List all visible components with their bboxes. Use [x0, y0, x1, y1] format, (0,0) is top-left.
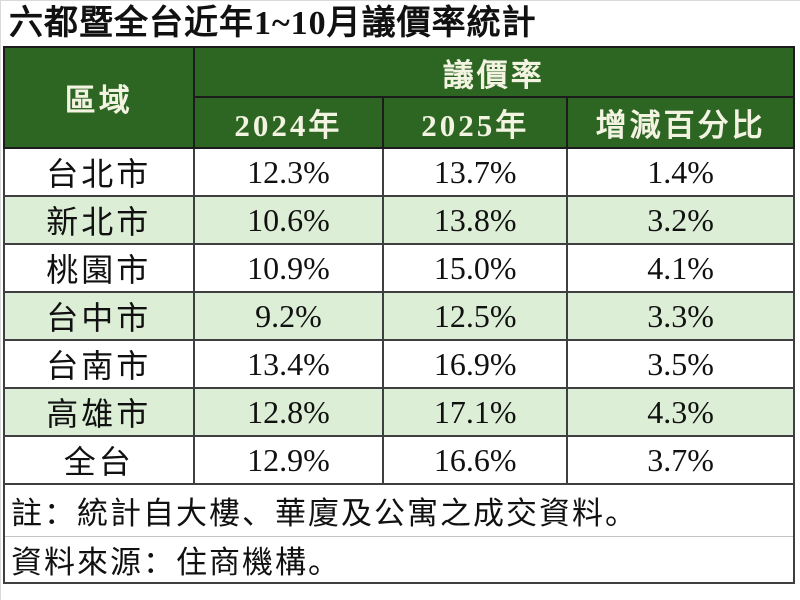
diff-cell: 4.3% — [566, 387, 795, 437]
table-footer: 註：統計自大樓、華廈及公寓之成交資料。 資料來源：住商機構。 — [3, 483, 795, 584]
column-header-2024: 2024年 — [192, 96, 385, 149]
page-title: 六都暨全台近年1~10月議價率統計 — [9, 5, 537, 42]
value-2025-cell: 17.1% — [382, 387, 569, 437]
table-row-tainan: 台南市 13.4% 16.9% 3.5% — [3, 339, 795, 389]
table-row-taoyuan: 桃園市 10.9% 15.0% 4.1% — [3, 243, 795, 293]
diff-cell: 1.4% — [566, 147, 795, 197]
value-2024-cell: 12.9% — [192, 435, 385, 485]
table-row-taichung: 台中市 9.2% 12.5% 3.3% — [3, 291, 795, 341]
table-row-taipei: 台北市 12.3% 13.7% 1.4% — [3, 147, 795, 197]
note-methodology: 註：統計自大樓、華廈及公寓之成交資料。 — [3, 483, 795, 537]
value-2025-cell: 15.0% — [382, 243, 569, 293]
value-2024-cell: 10.9% — [192, 243, 385, 293]
value-2024-cell: 13.4% — [192, 339, 385, 389]
region-cell: 台南市 — [3, 339, 195, 389]
region-cell: 台北市 — [3, 147, 195, 197]
negotiation-rate-table: 區域 議價率 2024年 2025年 增減百分比 台北市 12.3% 13.7%… — [3, 46, 796, 584]
region-cell: 台中市 — [3, 291, 195, 341]
value-2025-cell: 12.5% — [382, 291, 569, 341]
value-2025-cell: 16.9% — [382, 339, 569, 389]
table-row-newtaipei: 新北市 10.6% 13.8% 3.2% — [3, 195, 795, 245]
value-2025-cell: 13.8% — [382, 195, 569, 245]
region-cell: 高雄市 — [3, 387, 195, 437]
value-2025-cell: 13.7% — [382, 147, 569, 197]
column-header-region: 區域 — [3, 46, 195, 149]
value-2024-cell: 12.8% — [192, 387, 385, 437]
column-header-2025: 2025年 — [382, 96, 569, 149]
region-cell: 桃園市 — [3, 243, 195, 293]
diff-cell: 4.1% — [566, 243, 795, 293]
value-2024-cell: 12.3% — [192, 147, 385, 197]
region-cell: 新北市 — [3, 195, 195, 245]
value-2024-cell: 10.6% — [192, 195, 385, 245]
diff-cell: 3.5% — [566, 339, 795, 389]
value-2024-cell: 9.2% — [192, 291, 385, 341]
table-body: 台北市 12.3% 13.7% 1.4% 新北市 10.6% 13.8% 3.2… — [3, 147, 795, 485]
diff-cell: 3.3% — [566, 291, 795, 341]
column-header-diff: 增減百分比 — [566, 96, 795, 149]
table-row-kaohsiung: 高雄市 12.8% 17.1% 4.3% — [3, 387, 795, 437]
table-row-nationwide: 全台 12.9% 16.6% 3.7% — [3, 435, 795, 485]
table-header: 區域 議價率 2024年 2025年 增減百分比 — [3, 46, 796, 149]
diff-cell: 3.2% — [566, 195, 795, 245]
region-cell: 全台 — [3, 435, 195, 485]
note-source: 資料來源：住商機構。 — [3, 535, 795, 584]
value-2025-cell: 16.6% — [382, 435, 569, 485]
column-group-header-rate: 議價率 — [192, 46, 796, 98]
diff-cell: 3.7% — [566, 435, 795, 485]
